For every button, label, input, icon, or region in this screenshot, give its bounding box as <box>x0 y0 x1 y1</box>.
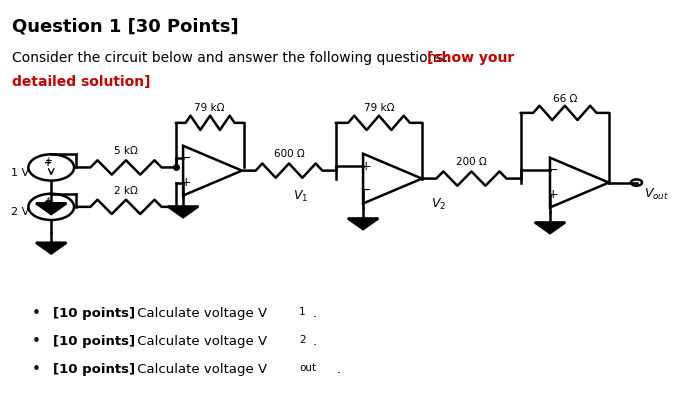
Text: 79 kΩ: 79 kΩ <box>194 103 224 113</box>
Text: +: + <box>44 156 51 166</box>
Polygon shape <box>534 223 565 233</box>
Text: •: • <box>31 306 40 322</box>
Text: 5 kΩ: 5 kΩ <box>114 146 138 156</box>
Text: −: − <box>181 152 191 165</box>
Text: 2 V: 2 V <box>11 207 29 217</box>
Text: $V_2$: $V_2$ <box>432 197 446 213</box>
Text: 200 Ω: 200 Ω <box>456 158 486 168</box>
Text: [10 points]: [10 points] <box>54 363 136 376</box>
Polygon shape <box>36 243 67 253</box>
Text: [10 points]: [10 points] <box>54 335 136 348</box>
Polygon shape <box>348 219 378 229</box>
Text: Calculate voltage V: Calculate voltage V <box>133 363 267 376</box>
Text: +: + <box>181 176 192 189</box>
Text: +: + <box>44 158 52 168</box>
Text: +: + <box>44 197 52 207</box>
Text: detailed solution]: detailed solution] <box>12 75 150 89</box>
Text: +: + <box>361 160 372 173</box>
Text: Question 1 [30 Points]: Question 1 [30 Points] <box>12 17 238 35</box>
Text: +: + <box>44 196 51 205</box>
Text: [show your: [show your <box>427 51 514 65</box>
Text: .: . <box>313 308 317 320</box>
Text: Calculate voltage V: Calculate voltage V <box>133 335 267 348</box>
Text: +: + <box>548 188 558 201</box>
Text: −: − <box>548 164 558 177</box>
Polygon shape <box>168 207 198 217</box>
Text: •: • <box>31 362 40 377</box>
Polygon shape <box>36 203 67 214</box>
Text: $V_1$: $V_1$ <box>293 189 308 205</box>
Text: Calculate voltage V: Calculate voltage V <box>133 308 267 320</box>
Text: out: out <box>299 363 316 373</box>
Text: Consider the circuit below and answer the following questions:: Consider the circuit below and answer th… <box>12 51 452 65</box>
Text: 600 Ω: 600 Ω <box>274 150 304 160</box>
Text: •: • <box>31 334 40 349</box>
Text: $V_{out}$: $V_{out}$ <box>644 187 669 202</box>
Text: −: − <box>361 184 371 197</box>
Text: 2: 2 <box>299 335 306 345</box>
Text: .: . <box>313 335 317 348</box>
Text: 66 Ω: 66 Ω <box>553 94 577 104</box>
Text: .: . <box>337 363 341 376</box>
Text: 1: 1 <box>299 307 306 317</box>
Text: 1 V: 1 V <box>11 168 29 178</box>
Text: [10 points]: [10 points] <box>54 308 136 320</box>
Text: 2 kΩ: 2 kΩ <box>114 186 138 196</box>
Text: 79 kΩ: 79 kΩ <box>363 103 394 113</box>
